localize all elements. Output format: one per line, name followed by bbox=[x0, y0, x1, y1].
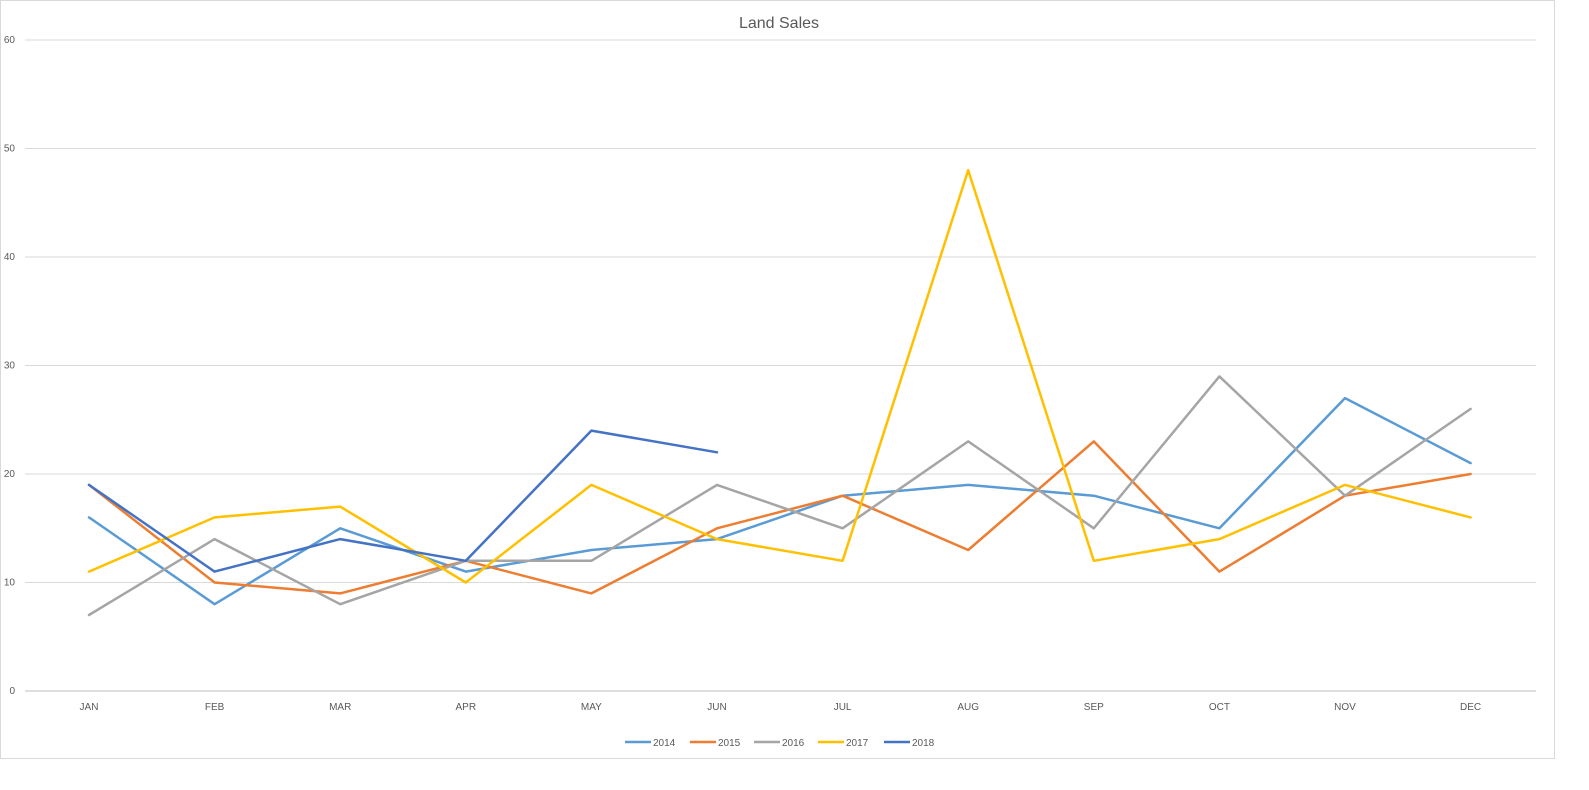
x-tick-label: DEC bbox=[1460, 702, 1481, 713]
x-tick-label: JUL bbox=[834, 702, 852, 713]
x-tick-label: SEP bbox=[1084, 702, 1104, 713]
x-tick-label: MAR bbox=[329, 702, 351, 713]
x-tick-label: OCT bbox=[1209, 702, 1230, 713]
series-line-2018 bbox=[87, 429, 719, 573]
y-tick-label: 60 bbox=[4, 35, 16, 46]
chart-area: Land Sales 0 10 20 30 40 50 60 JAN FEB MAR APR MAY… bbox=[0, 0, 1555, 759]
x-tick-label: JUN bbox=[707, 702, 726, 713]
series-line-2016 bbox=[87, 375, 1472, 617]
series-line-2015 bbox=[87, 440, 1472, 595]
legend-label-2016: 2016 bbox=[782, 738, 805, 749]
x-tick-label: AUG bbox=[957, 702, 979, 713]
y-tick-label: 20 bbox=[4, 469, 16, 480]
line-chart: Land Sales 0 10 20 30 40 50 60 JAN FEB MAR APR MAY… bbox=[4, 15, 1536, 749]
legend-label-2018: 2018 bbox=[912, 738, 935, 749]
legend-label-2014: 2014 bbox=[653, 738, 676, 749]
y-tick-label: 10 bbox=[4, 578, 16, 589]
x-axis-ticks: JAN FEB MAR APR MAY JUN JUL AUG SEP OCT NOV DEC bbox=[80, 702, 1482, 713]
series-lines bbox=[87, 168, 1472, 617]
gridlines bbox=[25, 39, 1536, 692]
x-tick-label: JAN bbox=[80, 702, 99, 713]
series-line-2014 bbox=[87, 396, 1472, 606]
y-axis-ticks: 0 10 20 30 40 50 60 bbox=[4, 35, 16, 697]
legend: 2014 2015 2016 2017 2018 bbox=[625, 738, 935, 749]
y-tick-label: 0 bbox=[9, 686, 15, 697]
y-tick-label: 30 bbox=[4, 361, 16, 372]
legend-label-2017: 2017 bbox=[846, 738, 869, 749]
chart-title: Land Sales bbox=[739, 15, 819, 32]
x-tick-label: FEB bbox=[205, 702, 225, 713]
x-tick-label: NOV bbox=[1334, 702, 1356, 713]
x-tick-label: MAY bbox=[581, 702, 602, 713]
legend-label-2015: 2015 bbox=[718, 738, 741, 749]
y-tick-label: 40 bbox=[4, 252, 16, 263]
x-tick-label: APR bbox=[456, 702, 477, 713]
y-tick-label: 50 bbox=[4, 144, 16, 155]
series-line-2017 bbox=[87, 168, 1472, 584]
